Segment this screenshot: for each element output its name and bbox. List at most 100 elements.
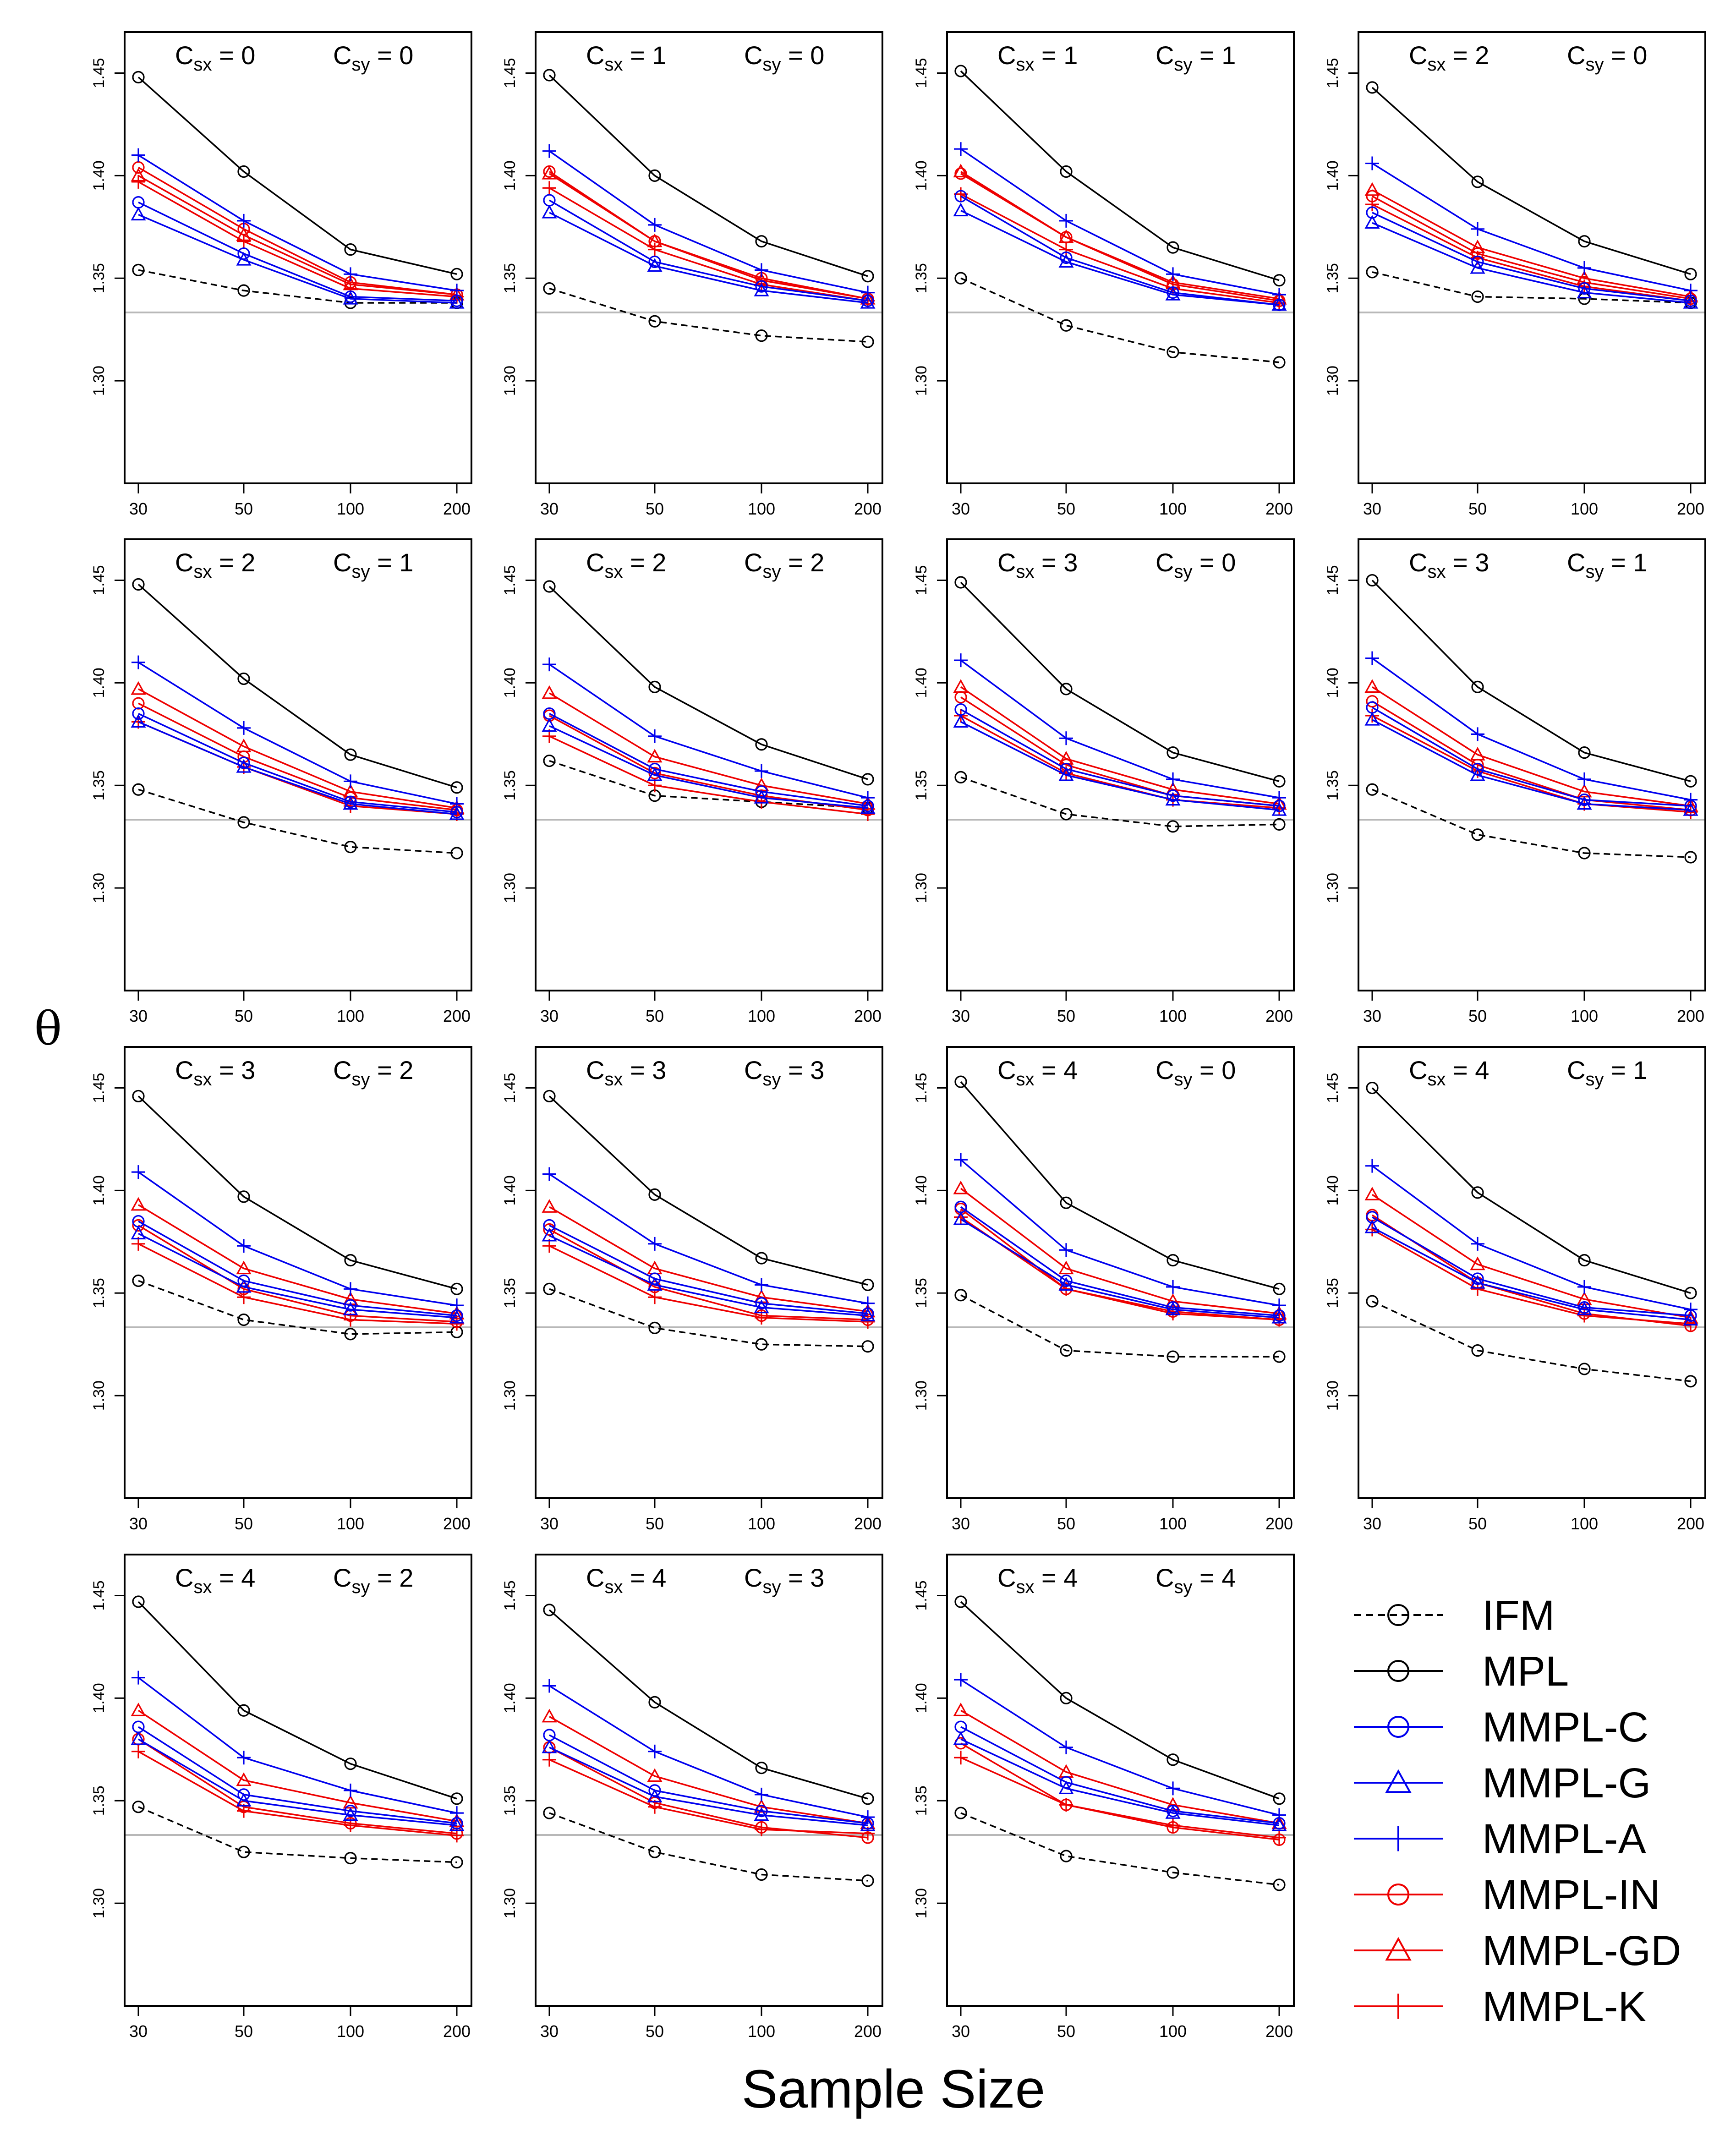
data-point <box>1059 214 1073 228</box>
series-mmpl-c <box>954 703 1286 812</box>
data-point <box>1058 1277 1074 1291</box>
series-ifm <box>132 783 463 860</box>
data-point <box>648 169 661 182</box>
x-tick-label: 50 <box>1057 1514 1075 1533</box>
series-ifm <box>543 1807 874 1887</box>
series-line <box>1371 1087 1691 1294</box>
series-mmpl-a <box>542 1167 875 1310</box>
series-mmpl-c <box>543 1219 874 1320</box>
x-tick-label: 100 <box>337 499 364 518</box>
panel-title-csy: Csy = 1 <box>1156 41 1236 75</box>
data-point <box>648 1272 661 1285</box>
data-point <box>1166 746 1179 759</box>
y-tick-label: 1.35 <box>501 1785 519 1816</box>
panel-title-csy: Csy = 0 <box>1156 1056 1236 1090</box>
series-line <box>549 187 868 302</box>
legend-marker <box>1387 1660 1409 1682</box>
panel-title-csy: Csy = 2 <box>333 1563 413 1597</box>
y-tick-label: 1.35 <box>1324 770 1342 800</box>
data-point <box>131 1197 146 1211</box>
data-point <box>755 263 768 277</box>
panel-csx3-csy3: 1.30 1.35 1.40 1.45 30 50 100 200 Csx = 3 Csy = 3 <box>501 1046 883 1533</box>
data-point <box>1272 1298 1286 1313</box>
y-tick-label: 1.45 <box>90 1073 108 1103</box>
y-tick-label: 1.35 <box>1324 263 1342 293</box>
data-point <box>542 1227 557 1242</box>
panel-title-csy: Csy = 1 <box>1567 1056 1647 1090</box>
y-tick-label: 1.45 <box>90 58 108 88</box>
x-tick-label: 30 <box>540 2022 559 2041</box>
data-point <box>1166 1866 1179 1879</box>
data-point <box>344 1282 357 1296</box>
csy-value: 0 <box>1221 548 1236 577</box>
data-point <box>647 749 663 763</box>
data-point <box>1366 695 1379 708</box>
series-line <box>960 715 1280 809</box>
panel-csx1-csy0: 1.30 1.35 1.40 1.45 30 50 100 200 Csx = 1 Csy = 0 <box>501 31 883 518</box>
x-tick-label: 200 <box>854 2022 882 2041</box>
y-tick-label: 1.40 <box>1324 160 1342 191</box>
data-point <box>237 1190 250 1203</box>
panel-title-csy: Csy = 2 <box>333 1056 413 1090</box>
panel-title-csx: Csx = 2 <box>1409 41 1489 75</box>
series-line <box>960 686 1280 805</box>
series-line <box>1372 1194 1691 1319</box>
data-point <box>237 1239 251 1253</box>
series-mpl <box>132 1595 463 1805</box>
data-point <box>1166 820 1179 833</box>
series-mmpl-a <box>1365 651 1698 807</box>
legend-label: MMPL-K <box>1482 1983 1646 2030</box>
series-line <box>960 1709 1280 1824</box>
y-tick-label: 1.40 <box>90 160 108 191</box>
data-point <box>1578 1301 1591 1314</box>
series-mmpl-a <box>954 142 1286 302</box>
data-point <box>1166 1254 1179 1267</box>
series-line <box>549 692 868 805</box>
legend-label: MMPL-C <box>1482 1704 1648 1751</box>
data-point <box>236 1260 252 1275</box>
series-mpl <box>543 69 874 283</box>
data-point <box>861 791 875 805</box>
y-tick-label: 1.40 <box>501 1683 519 1713</box>
x-tick-label: 30 <box>1363 1514 1381 1533</box>
data-point <box>344 795 357 808</box>
series-line <box>960 277 1280 363</box>
x-tick-label: 200 <box>1265 2022 1293 2041</box>
data-point <box>1166 345 1179 359</box>
data-point <box>237 721 251 735</box>
data-point <box>450 781 463 794</box>
data-point <box>861 1278 874 1291</box>
series-line <box>960 148 1280 296</box>
data-point <box>1060 165 1073 178</box>
series-mpl <box>1366 1081 1697 1299</box>
series-line <box>548 586 868 780</box>
data-point <box>1471 222 1484 236</box>
data-point <box>543 1604 556 1616</box>
series-line <box>549 713 868 807</box>
data-point <box>1471 828 1484 841</box>
series-mmpl-in <box>954 1737 1286 1846</box>
series-mmpl-g <box>542 718 876 814</box>
series-mmpl-g <box>131 1731 465 1831</box>
series-line <box>549 173 868 300</box>
y-tick-label: 1.30 <box>501 1888 519 1918</box>
series-line <box>138 1738 457 1834</box>
panel-csx4-csy3: 1.30 1.35 1.40 1.45 30 50 100 200 Csx = 4 Csy = 3 <box>501 1554 883 2041</box>
data-point <box>647 258 663 272</box>
data-point <box>860 1817 876 1831</box>
data-point <box>860 1303 876 1318</box>
series-line <box>549 1716 868 1824</box>
data-point <box>1273 1350 1286 1363</box>
y-tick-label: 1.45 <box>90 565 108 595</box>
data-point <box>755 1309 768 1322</box>
panel-title-csy: Csy = 0 <box>744 41 824 75</box>
series-line <box>1371 580 1691 783</box>
panel-title-csy: Csy = 3 <box>744 1563 824 1597</box>
data-point <box>1166 1781 1180 1796</box>
data-point <box>449 806 465 820</box>
series-mmpl-a <box>1365 1159 1698 1317</box>
series-line <box>1372 271 1691 304</box>
data-point <box>1684 775 1697 788</box>
x-tick-label: 30 <box>129 1514 148 1533</box>
series-mmpl-a <box>954 1153 1286 1313</box>
